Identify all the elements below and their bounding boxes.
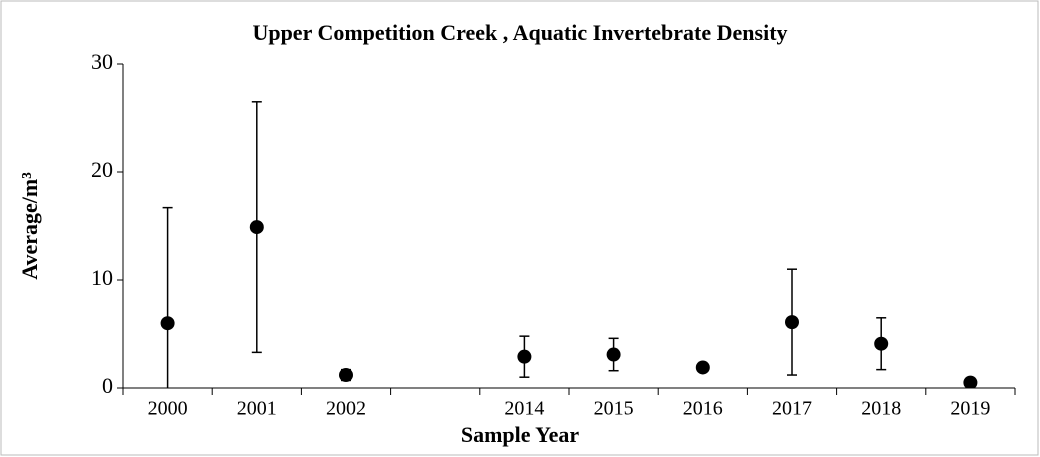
x-tick-label: 2001: [237, 398, 277, 420]
x-tick-label: 2014: [504, 398, 544, 420]
chart-title: Upper Competition Creek , Aquatic Invert…: [252, 20, 787, 45]
point: [606, 347, 621, 362]
point: [517, 349, 532, 364]
y-tick-label: 20: [91, 157, 113, 182]
x-tick-label: 2016: [683, 398, 723, 420]
x-tick-label: 2015: [594, 398, 634, 420]
point: [160, 316, 175, 331]
point: [695, 360, 710, 375]
point: [785, 315, 799, 330]
point: [339, 368, 353, 383]
y-tick-label: 0: [102, 373, 113, 398]
x-tick-label: 2019: [950, 398, 990, 420]
y-tick-label: 30: [91, 49, 113, 74]
y-axis-label: Average/m³: [17, 172, 42, 280]
y-tick-label: 10: [91, 265, 113, 290]
point: [963, 375, 978, 388]
point: [874, 336, 889, 351]
x-tick-label: 2018: [861, 398, 901, 420]
point: [249, 220, 264, 235]
x-tick-label: 2000: [148, 398, 188, 420]
x-tick-label: 2002: [326, 398, 366, 420]
plot: [160, 101, 978, 388]
x-tick-label: 2017: [772, 398, 812, 420]
x-axis-label: Sample Year: [461, 422, 580, 447]
